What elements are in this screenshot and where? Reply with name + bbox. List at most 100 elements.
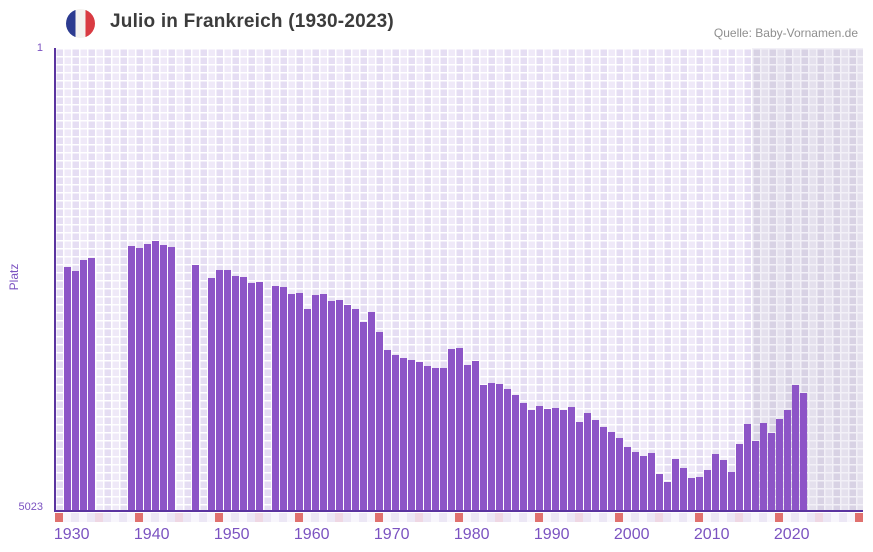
- bar-1950[interactable]: [224, 270, 231, 511]
- bar-1938[interactable]: [128, 246, 135, 511]
- bar-1975[interactable]: [424, 365, 431, 511]
- x-tick-2010: 2010: [693, 526, 730, 543]
- bar-1981[interactable]: [472, 360, 479, 511]
- bar-1967[interactable]: [360, 322, 367, 511]
- bar-1941[interactable]: [152, 241, 159, 511]
- bar-1983[interactable]: [488, 383, 495, 511]
- bar-2005[interactable]: [664, 481, 671, 511]
- bar-1942[interactable]: [160, 244, 167, 511]
- bar-2004[interactable]: [656, 474, 663, 511]
- bar-1949[interactable]: [216, 270, 223, 511]
- bar-1964[interactable]: [336, 300, 343, 511]
- bar-1992[interactable]: [560, 409, 567, 511]
- bar-1968[interactable]: [368, 311, 375, 511]
- bar-2018[interactable]: [768, 433, 775, 511]
- bar-1979[interactable]: [456, 348, 463, 511]
- rug-cell-1941: [143, 513, 151, 522]
- bar-1974[interactable]: [416, 362, 423, 511]
- bar-2006[interactable]: [672, 459, 679, 511]
- bar-1993[interactable]: [568, 407, 575, 511]
- bar-1954[interactable]: [256, 281, 263, 511]
- bar-2000[interactable]: [624, 447, 631, 511]
- rug-cell-2019: [767, 513, 775, 522]
- bar-2015[interactable]: [744, 423, 751, 511]
- bar-1989[interactable]: [536, 406, 543, 511]
- bar-2001[interactable]: [632, 451, 639, 511]
- bar-1995[interactable]: [584, 413, 591, 511]
- bar-1939[interactable]: [136, 248, 143, 511]
- bar-1960[interactable]: [304, 308, 311, 511]
- bar-2003[interactable]: [648, 452, 655, 511]
- bar-1943[interactable]: [168, 247, 175, 511]
- rug-cell-1934: [87, 513, 95, 522]
- bar-1948[interactable]: [208, 278, 215, 511]
- bar-1940[interactable]: [144, 243, 151, 511]
- bar-1996[interactable]: [592, 419, 599, 511]
- bar-1994[interactable]: [576, 421, 583, 511]
- bar-2008[interactable]: [688, 477, 695, 511]
- bar-1961[interactable]: [312, 295, 319, 511]
- bar-1931[interactable]: [72, 271, 79, 511]
- bar-1978[interactable]: [448, 349, 455, 511]
- bar-2016[interactable]: [752, 440, 759, 511]
- bar-2010[interactable]: [704, 470, 711, 511]
- bar-2013[interactable]: [728, 472, 735, 511]
- bar-1965[interactable]: [344, 305, 351, 511]
- bar-1959[interactable]: [296, 293, 303, 511]
- bar-2007[interactable]: [680, 468, 687, 511]
- rug-cell-2004: [647, 513, 655, 522]
- rug-cell-1949: [207, 513, 215, 522]
- bar-2020[interactable]: [784, 409, 791, 511]
- bar-1933[interactable]: [88, 258, 95, 511]
- bar-1956[interactable]: [272, 285, 279, 511]
- rug-cell-1943: [159, 513, 167, 522]
- bar-1980[interactable]: [464, 365, 471, 511]
- bar-2022[interactable]: [800, 393, 807, 511]
- bar-1990[interactable]: [544, 409, 551, 511]
- bar-1966[interactable]: [352, 308, 359, 511]
- bar-1987[interactable]: [520, 402, 527, 511]
- plot-area: [55, 48, 863, 511]
- rug-cell-1947: [191, 513, 199, 522]
- bar-2002[interactable]: [640, 455, 647, 511]
- bar-1962[interactable]: [320, 293, 327, 511]
- bar-1973[interactable]: [408, 360, 415, 511]
- bar-1977[interactable]: [440, 367, 447, 511]
- bar-1991[interactable]: [552, 407, 559, 511]
- bar-1998[interactable]: [608, 432, 615, 511]
- rug-cell-1936: [103, 513, 111, 522]
- rug-cell-1937: [111, 513, 119, 522]
- bar-1971[interactable]: [392, 354, 399, 511]
- bar-2011[interactable]: [712, 454, 719, 511]
- bar-2017[interactable]: [760, 423, 767, 511]
- bar-1986[interactable]: [512, 395, 519, 511]
- bar-1999[interactable]: [616, 438, 623, 511]
- bar-1930[interactable]: [64, 266, 71, 511]
- bar-2014[interactable]: [736, 443, 743, 511]
- bar-1984[interactable]: [496, 384, 503, 511]
- bar-2012[interactable]: [720, 460, 727, 511]
- bar-1976[interactable]: [432, 367, 439, 511]
- rug-cell-1995: [575, 513, 583, 522]
- bar-1953[interactable]: [248, 282, 255, 511]
- bar-1958[interactable]: [288, 294, 295, 511]
- bar-2019[interactable]: [776, 418, 783, 511]
- bar-1988[interactable]: [528, 409, 535, 511]
- rug-cell-1982: [471, 513, 479, 522]
- bar-1946[interactable]: [192, 265, 199, 511]
- bar-1957[interactable]: [280, 286, 287, 511]
- bar-2009[interactable]: [696, 476, 703, 511]
- y-axis-line: [54, 48, 56, 512]
- bar-1932[interactable]: [80, 259, 87, 511]
- bar-1972[interactable]: [400, 358, 407, 511]
- bar-1985[interactable]: [504, 389, 511, 511]
- bar-1969[interactable]: [376, 331, 383, 511]
- bar-2021[interactable]: [792, 384, 799, 511]
- bar-1952[interactable]: [240, 276, 247, 511]
- bar-1997[interactable]: [600, 426, 607, 511]
- bar-1951[interactable]: [232, 276, 239, 511]
- bar-1982[interactable]: [480, 384, 487, 511]
- x-tick-1960: 1960: [293, 526, 330, 543]
- bar-1963[interactable]: [328, 300, 335, 511]
- bar-1970[interactable]: [384, 349, 391, 511]
